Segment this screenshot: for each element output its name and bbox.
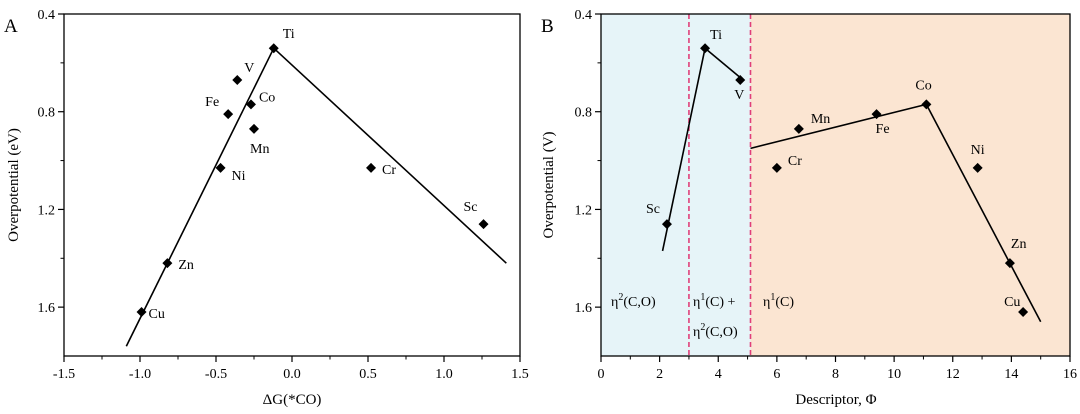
data-label-zn: Zn — [1011, 237, 1027, 252]
data-label-co: Co — [259, 90, 275, 105]
y-tick-label: 1.6 — [575, 301, 593, 316]
data-point-co — [245, 99, 256, 110]
data-point-cu — [136, 307, 147, 318]
data-point-fe — [223, 109, 234, 120]
data-label-zn: Zn — [178, 258, 194, 273]
data-point-cr — [366, 162, 377, 173]
x-tick-label: -1.5 — [53, 367, 75, 382]
x-tick-label: 0 — [598, 367, 605, 382]
data-label-sc: Sc — [464, 200, 478, 215]
x-tick-label: -1.0 — [129, 367, 151, 382]
data-point-zn — [162, 258, 173, 269]
data-label-co: Co — [915, 78, 931, 93]
x-tick-label: 10 — [887, 367, 901, 382]
panel-a-y-axis-label: Overpotential (eV) — [6, 128, 22, 242]
data-point-mn — [249, 123, 259, 134]
region-eta1eta2 — [688, 14, 751, 356]
trend-line-left-branch — [125, 47, 275, 347]
data-label-v: V — [244, 61, 254, 76]
y-tick-label: 1.6 — [38, 301, 56, 316]
data-point-ti — [268, 43, 279, 54]
panel-a: A -1.5 -1.0 -0.5 0.0 0.5 1.0 1.5 0.40.81.21.6 … — [4, 8, 529, 408]
y-tick-label: 0.4 — [575, 8, 593, 23]
y-tick-label: 0.8 — [575, 106, 593, 121]
region-label-eta2: η2(C,O) — [611, 292, 656, 310]
y-tick-label: 1.2 — [38, 203, 56, 218]
panel-b-x-axis-label: Descriptor, Φ — [795, 392, 876, 408]
panel-b-letter: B — [541, 16, 554, 37]
data-point-ni — [215, 162, 226, 173]
data-label-cu: Cu — [149, 307, 165, 322]
x-tick-label: 1.0 — [435, 367, 453, 382]
trend-line-co-cu — [925, 104, 1042, 323]
data-label-ti: Ti — [283, 27, 295, 42]
x-tick-label: 8 — [832, 367, 839, 382]
data-point-ni — [972, 162, 983, 173]
data-label-mn: Mn — [811, 112, 830, 127]
data-label-ti: Ti — [710, 28, 722, 43]
data-point-cr — [771, 162, 782, 173]
data-point-mn — [793, 123, 804, 134]
data-label-fe: Fe — [205, 95, 219, 110]
y-tick-label: 0.8 — [38, 106, 56, 121]
data-point-ti — [700, 43, 711, 54]
region-label-eta1eta2-line2: η2(C,O) — [693, 322, 738, 340]
data-point-sc — [478, 219, 489, 230]
data-label-ni: Ni — [232, 169, 246, 184]
data-label-v: V — [734, 88, 744, 103]
panel-b-y-axis-label: Overpotential (V) — [541, 131, 557, 238]
data-point-co — [921, 99, 932, 110]
data-point-sc — [661, 219, 672, 230]
data-label-sc: Sc — [646, 202, 660, 217]
data-label-cu: Cu — [1004, 295, 1020, 310]
x-tick-label: 12 — [946, 367, 960, 382]
x-tick-label: 0.5 — [359, 367, 377, 382]
panel-b: B 0 2 4 6 8 10 12 14 16 0.4 0.8 1.2 1.6 Sc Ti V Cr Mn Fe… — [541, 8, 1077, 408]
x-tick-label: 2 — [656, 367, 663, 382]
data-label-cr: Cr — [788, 154, 802, 169]
data-point-zn — [1004, 258, 1015, 269]
region-eta2 — [601, 14, 689, 356]
x-tick-label: 4 — [715, 367, 722, 382]
data-point-v — [232, 74, 243, 85]
x-tick-label: 6 — [773, 367, 780, 382]
panel-a-x-axis-label: ΔG(*CO) — [263, 392, 322, 408]
x-tick-label: 0.0 — [283, 367, 301, 382]
region-label-eta1eta2: η1(C) + — [693, 292, 735, 310]
panel-a-letter: A — [4, 16, 18, 37]
region-eta1 — [750, 14, 1070, 356]
x-tick-label: 1.5 — [511, 367, 529, 382]
data-point-fe — [871, 109, 882, 120]
x-tick-label: -0.5 — [205, 367, 227, 382]
data-point-v — [735, 74, 746, 85]
data-label-fe: Fe — [876, 122, 890, 137]
data-label-ni: Ni — [971, 143, 985, 158]
data-label-mn: Mn — [250, 142, 269, 157]
trend-line-sc-ti — [661, 48, 706, 252]
trend-line-right-branch — [273, 47, 507, 264]
data-label-cr: Cr — [382, 163, 396, 178]
region-label-eta1: η1(C) — [763, 292, 794, 310]
x-tick-label: 16 — [1063, 367, 1077, 382]
y-tick-label: 0.4 — [38, 8, 56, 23]
x-tick-label: 14 — [1004, 367, 1018, 382]
trend-line-cr-co — [750, 103, 927, 150]
y-tick-label: 1.2 — [575, 203, 593, 218]
trend-line-ti-v — [704, 47, 744, 81]
data-point-cu — [1018, 307, 1029, 318]
